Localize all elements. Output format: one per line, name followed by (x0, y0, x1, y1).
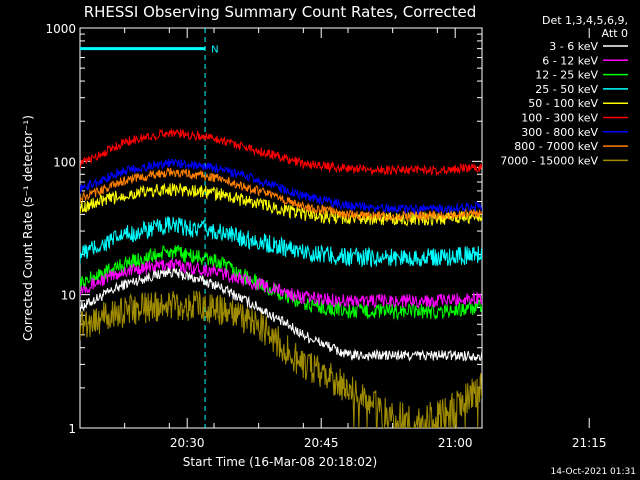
legend-entry-label: 100 - 300 keV (521, 112, 598, 125)
legend-header: Det 1,3,4,5,6,9, (542, 14, 628, 27)
legend-entry-label: 800 - 7000 keV (514, 140, 598, 153)
legend-entry-label: 50 - 100 keV (528, 97, 598, 110)
x-tick-label: 21:15 (572, 436, 607, 450)
generation-timestamp: 14-Oct-2021 01:31 (551, 467, 636, 477)
series-line (80, 244, 482, 321)
series-line (80, 167, 482, 222)
series-line (80, 158, 482, 216)
series-line (80, 266, 482, 362)
legend-entry-label: 25 - 50 keV (535, 83, 598, 96)
series-line (80, 128, 482, 177)
x-tick-label: 21:00 (438, 436, 473, 450)
x-tick-label: 20:45 (304, 436, 339, 450)
legend-entry-label: 12 - 25 keV (535, 69, 598, 82)
legend-entry-label: 6 - 12 keV (542, 54, 598, 67)
y-tick-label: 1 (68, 422, 76, 436)
series-line (80, 216, 482, 268)
y-tick-label: 10 (61, 289, 76, 303)
y-tick-label: 100 (53, 155, 76, 169)
y-axis-label: Corrected Count Rate (s⁻¹ detector⁻¹) (21, 115, 35, 341)
x-axis-label: Start Time (16-Mar-08 20:18:02) (183, 455, 377, 469)
x-tick-label: 20:30 (170, 436, 205, 450)
series-line (80, 257, 482, 309)
plot-area: 110100100020:3020:4521:0021:1521:3021:45… (45, 22, 607, 450)
legend-header: Att 0 (602, 27, 628, 40)
y-tick-label: 1000 (45, 22, 76, 36)
axes-frame (79, 27, 483, 429)
state-marker-label: N (211, 45, 218, 56)
series-line (80, 182, 482, 227)
chart-title: RHESSI Observing Summary Count Rates, Co… (84, 3, 477, 21)
legend-entry-label: 300 - 800 keV (521, 126, 598, 139)
series-line (80, 290, 482, 428)
legend-entry-label: 3 - 6 keV (549, 40, 598, 53)
legend-entry-label: 7000 - 15000 keV (500, 154, 598, 167)
